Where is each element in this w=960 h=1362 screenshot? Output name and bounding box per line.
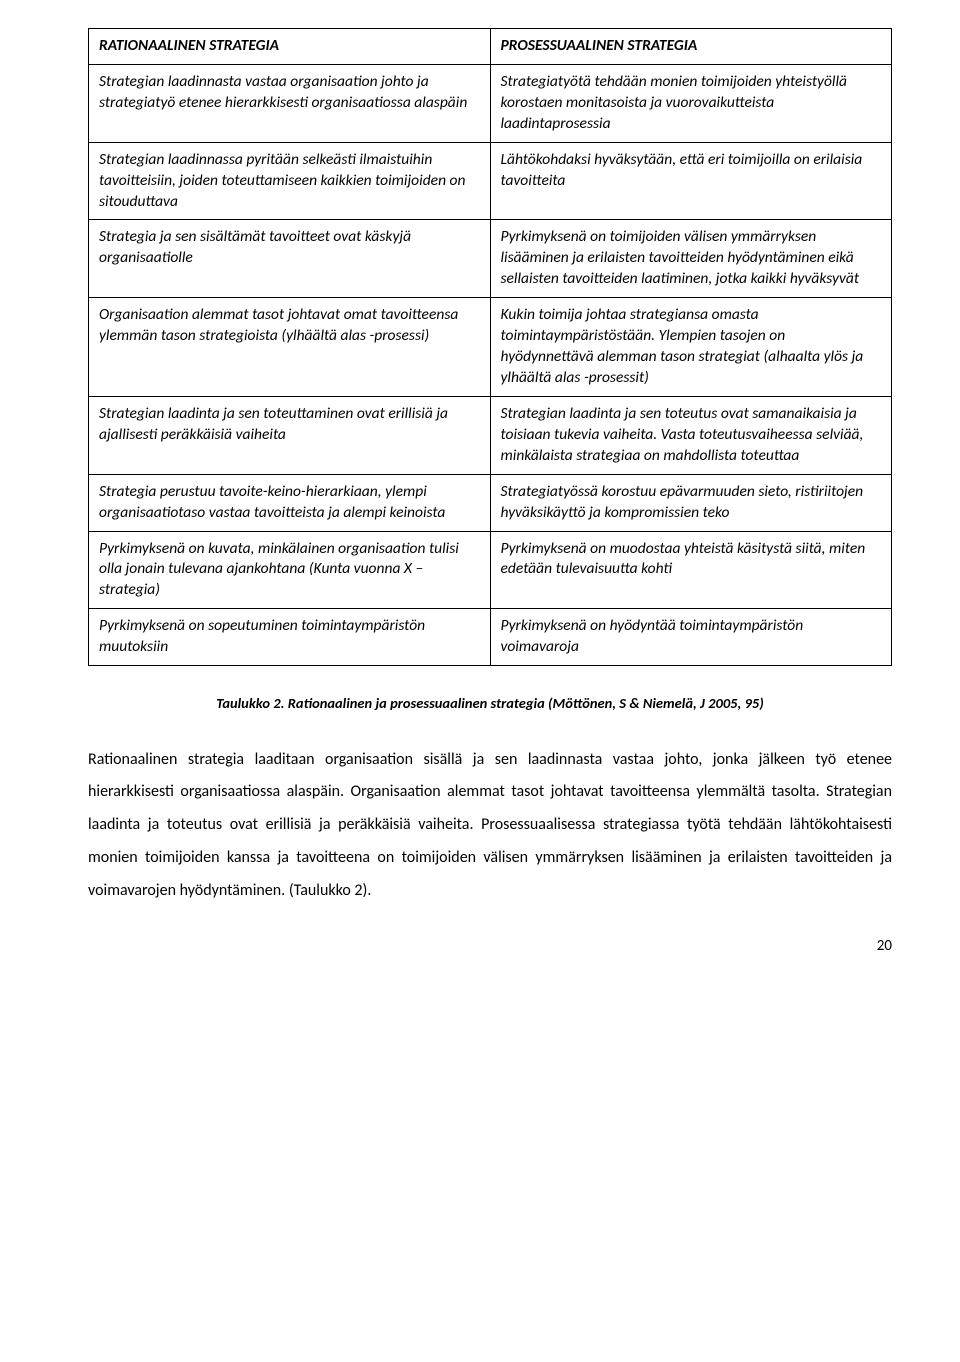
- table-cell-left: Strategia perustuu tavoite-keino-hierark…: [89, 474, 491, 531]
- comparison-table: RATIONAALINEN STRATEGIA PROSESSUAALINEN …: [88, 28, 892, 666]
- table-row: Pyrkimyksenä on sopeutuminen toimintaymp…: [89, 609, 892, 666]
- table-row: Strategian laadinnasta vastaa organisaat…: [89, 64, 892, 142]
- table-cell-right: Pyrkimyksenä on hyödyntää toimintaympäri…: [490, 609, 892, 666]
- table-row: Strategia perustuu tavoite-keino-hierark…: [89, 474, 892, 531]
- table-cell-right: Lähtökohdaksi hyväksytään, että eri toim…: [490, 142, 892, 220]
- table-cell-left: Strategian laadinnasta vastaa organisaat…: [89, 64, 491, 142]
- table-cell-right: Strategiatyössä korostuu epävarmuuden si…: [490, 474, 892, 531]
- table-row: Pyrkimyksenä on kuvata, minkälainen orga…: [89, 531, 892, 609]
- table-cell-left: Strategian laadinnassa pyritään selkeäst…: [89, 142, 491, 220]
- table-row: Strategian laadinnassa pyritään selkeäst…: [89, 142, 892, 220]
- body-paragraph: Rationaalinen strategia laaditaan organi…: [88, 744, 892, 908]
- table-header-right: PROSESSUAALINEN STRATEGIA: [490, 29, 892, 65]
- table-header-left: RATIONAALINEN STRATEGIA: [89, 29, 491, 65]
- table-cell-right: Pyrkimyksenä on muodostaa yhteistä käsit…: [490, 531, 892, 609]
- table-caption: Taulukko 2. Rationaalinen ja prosessuaal…: [88, 694, 892, 714]
- table-cell-left: Strategia ja sen sisältämät tavoitteet o…: [89, 220, 491, 298]
- page-number: 20: [88, 936, 892, 956]
- table-cell-left: Pyrkimyksenä on kuvata, minkälainen orga…: [89, 531, 491, 609]
- table-cell-right: Pyrkimyksenä on toimijoiden välisen ymmä…: [490, 220, 892, 298]
- table-cell-right: Strategian laadinta ja sen toteutus ovat…: [490, 396, 892, 474]
- table-cell-right: Kukin toimija johtaa strategiansa omasta…: [490, 298, 892, 397]
- table-cell-left: Strategian laadinta ja sen toteuttaminen…: [89, 396, 491, 474]
- table-cell-right: Strategiatyötä tehdään monien toimijoide…: [490, 64, 892, 142]
- table-row: Strategia ja sen sisältämät tavoitteet o…: [89, 220, 892, 298]
- table-row: Strategian laadinta ja sen toteuttaminen…: [89, 396, 892, 474]
- table-row: Organisaation alemmat tasot johtavat oma…: [89, 298, 892, 397]
- table-cell-left: Pyrkimyksenä on sopeutuminen toimintaymp…: [89, 609, 491, 666]
- table-cell-left: Organisaation alemmat tasot johtavat oma…: [89, 298, 491, 397]
